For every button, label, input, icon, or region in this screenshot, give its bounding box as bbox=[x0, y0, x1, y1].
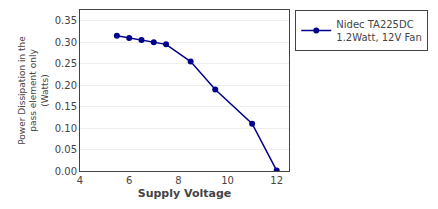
svg-text:0.00: 0.00 bbox=[55, 166, 77, 177]
svg-text:0.30: 0.30 bbox=[55, 37, 77, 48]
svg-text:0.10: 0.10 bbox=[55, 123, 77, 134]
svg-text:0.35: 0.35 bbox=[55, 15, 77, 26]
svg-text:0.20: 0.20 bbox=[55, 80, 77, 91]
svg-text:Nidec TA225DC1.2Watt, 12V Fan: Nidec TA225DC1.2Watt, 12V Fan bbox=[336, 19, 422, 43]
svg-text:8: 8 bbox=[175, 175, 181, 186]
svg-text:4: 4 bbox=[77, 175, 83, 186]
svg-text:Power Dissipation in thepass e: Power Dissipation in thepass element onl… bbox=[17, 36, 50, 145]
svg-text:0.05: 0.05 bbox=[55, 144, 77, 155]
svg-text:0.15: 0.15 bbox=[55, 101, 77, 112]
svg-text:Supply Voltage: Supply Voltage bbox=[138, 187, 232, 200]
svg-text:0.25: 0.25 bbox=[55, 58, 77, 69]
svg-text:12: 12 bbox=[270, 175, 283, 186]
svg-text:6: 6 bbox=[126, 175, 132, 186]
svg-text:10: 10 bbox=[221, 175, 234, 186]
